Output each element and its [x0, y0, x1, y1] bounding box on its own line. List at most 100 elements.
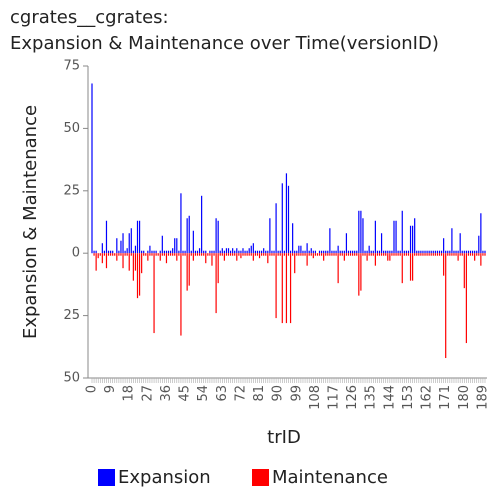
- bar: [267, 253, 269, 264]
- bar: [279, 250, 281, 254]
- bar: [176, 253, 178, 261]
- bar: [436, 253, 439, 256]
- bar: [453, 250, 455, 254]
- bar: [93, 253, 95, 256]
- bar: [405, 253, 407, 256]
- bar: [141, 253, 143, 274]
- bar: [395, 220, 397, 254]
- bar: [356, 250, 358, 254]
- bar: [347, 253, 350, 256]
- x-tick-label: 81: [252, 385, 267, 402]
- bar: [329, 253, 331, 256]
- bar: [337, 245, 339, 254]
- bar: [126, 248, 128, 254]
- x-tick-label: 90: [271, 385, 286, 402]
- bar: [476, 250, 478, 254]
- bar: [387, 253, 389, 261]
- bar: [329, 228, 331, 254]
- bar: [124, 253, 126, 256]
- bar: [99, 253, 101, 256]
- bar: [302, 253, 304, 256]
- bar: [418, 250, 420, 254]
- bar: [467, 250, 470, 254]
- bar: [184, 253, 186, 256]
- bar: [194, 253, 197, 256]
- bar: [215, 253, 217, 314]
- bar: [463, 253, 465, 289]
- bar: [229, 253, 232, 256]
- bar: [482, 250, 484, 254]
- bar: [105, 253, 108, 269]
- bar: [178, 253, 180, 256]
- bar: [383, 253, 385, 256]
- bar: [172, 253, 174, 256]
- bar: [447, 253, 449, 256]
- bar: [258, 253, 261, 259]
- bar: [430, 250, 432, 254]
- bar: [229, 250, 232, 254]
- bar: [370, 250, 372, 254]
- bar: [393, 220, 395, 254]
- bar: [105, 220, 108, 254]
- bar: [95, 250, 97, 254]
- bar: [118, 250, 120, 254]
- bar: [374, 220, 376, 254]
- bar: [176, 238, 178, 254]
- bar: [323, 253, 325, 261]
- bar: [130, 253, 132, 256]
- bar: [279, 253, 281, 256]
- bar: [161, 253, 163, 256]
- bar: [298, 245, 300, 254]
- bar: [333, 253, 335, 256]
- x-tick-label: 45: [178, 385, 193, 402]
- bar: [263, 248, 265, 254]
- bar: [339, 253, 341, 256]
- bar: [401, 253, 403, 284]
- bar: [120, 240, 122, 254]
- bar: [352, 253, 354, 256]
- bar: [364, 253, 366, 256]
- bar: [358, 253, 360, 296]
- bar: [484, 253, 486, 256]
- x-tick-label: 72: [233, 385, 248, 402]
- bar: [403, 253, 405, 256]
- bar: [217, 220, 219, 254]
- bar: [283, 250, 285, 254]
- bar: [405, 250, 407, 254]
- x-tick-label: 153: [401, 385, 416, 410]
- bar: [114, 253, 116, 256]
- bar: [256, 253, 259, 256]
- bar: [93, 250, 95, 254]
- bar: [180, 193, 182, 254]
- bar: [153, 250, 155, 254]
- bar: [370, 253, 372, 256]
- bar: [345, 253, 348, 256]
- bar: [407, 253, 410, 256]
- bar: [399, 253, 401, 256]
- bar: [172, 248, 174, 254]
- bar: [397, 250, 399, 254]
- bar: [287, 253, 290, 256]
- bar: [320, 253, 323, 256]
- bar: [194, 250, 197, 254]
- y-tick-label: 75: [63, 59, 80, 74]
- bar: [147, 250, 149, 254]
- bar: [188, 253, 190, 286]
- bar: [292, 253, 294, 256]
- bar: [265, 250, 267, 254]
- bar: [103, 250, 106, 254]
- bar: [271, 253, 273, 256]
- bar: [440, 250, 443, 254]
- bar: [434, 250, 436, 254]
- bar: [449, 253, 451, 256]
- bar: [188, 215, 190, 254]
- bar: [428, 250, 430, 254]
- bar: [211, 253, 213, 266]
- bar: [451, 253, 453, 256]
- bar: [397, 253, 399, 256]
- bar: [422, 253, 424, 256]
- bar: [101, 243, 103, 254]
- bar: [254, 253, 257, 256]
- bar: [225, 248, 228, 254]
- bar: [178, 250, 180, 254]
